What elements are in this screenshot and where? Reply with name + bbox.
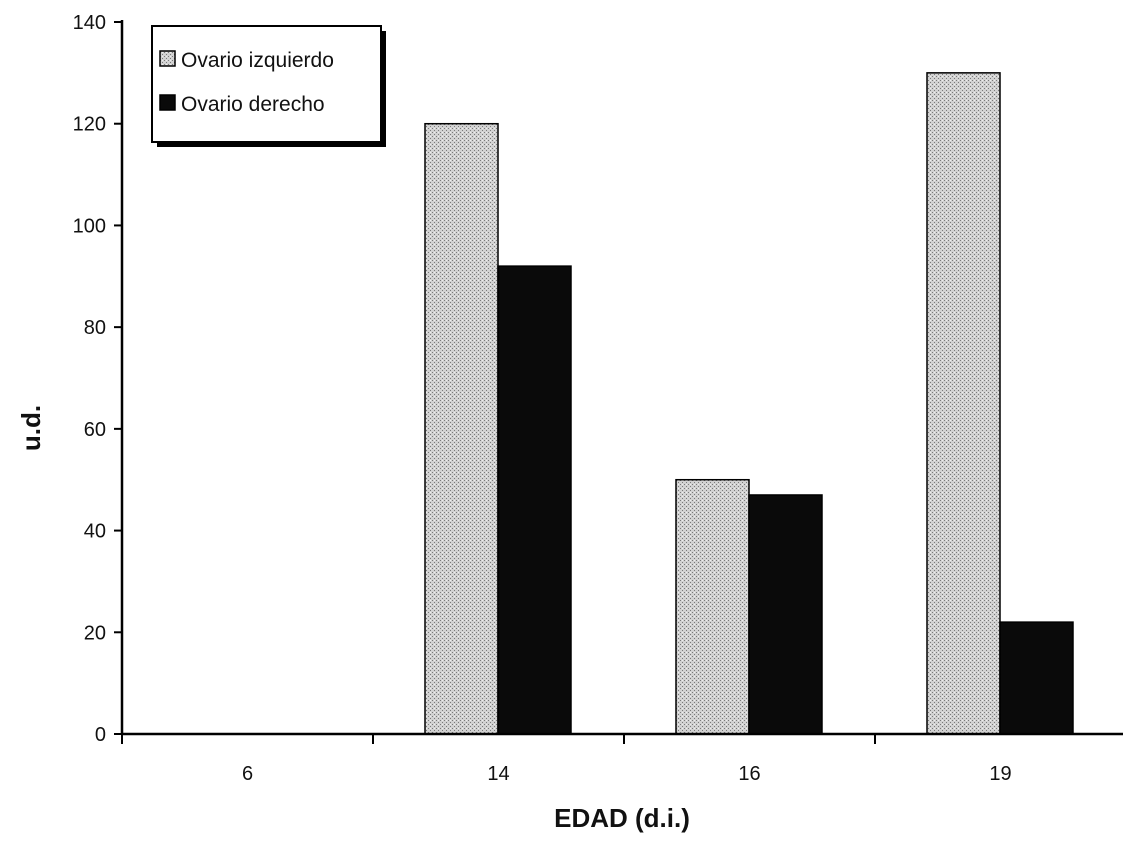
legend-swatch [159,94,176,111]
x-tick-label: 19 [989,763,1011,785]
y-tick-label: 100 [73,215,106,237]
y-tick-label: 0 [95,724,106,746]
y-axis-title: u.d. [16,405,46,451]
axes-group [120,20,1123,736]
x-tick-label: 16 [738,763,760,785]
ticks-group: 0 20 40 60 80 100 120 140 6 14 16 19 [73,12,1012,785]
bar-ovario-derecho-16 [748,494,823,735]
y-tick-label: 40 [84,521,106,543]
legend: Ovario izquierdo Ovario derecho [151,25,386,147]
y-tick-label: 20 [84,622,106,644]
bars-group [424,72,1074,735]
legend-label: Ovario izquierdo [181,49,334,72]
x-tick-label: 6 [242,763,253,785]
bar-ovario-izquierdo-19 [926,72,1001,735]
legend-label: Ovario derecho [181,93,325,116]
bar-ovario-derecho-19 [999,621,1074,735]
legend-box [151,25,382,143]
y-tick-label: 120 [73,114,106,136]
bar-ovario-izquierdo-14 [424,122,499,735]
x-tick-label: 14 [487,763,509,785]
y-tick-label: 140 [73,12,106,34]
legend-swatch [159,50,176,67]
bar-ovario-izquierdo-16 [675,478,750,735]
y-tick-label: 60 [84,419,106,441]
bar-ovario-derecho-14 [497,265,572,735]
y-tick-label: 80 [84,317,106,339]
x-axis-title: EDAD (d.i.) [554,803,690,833]
